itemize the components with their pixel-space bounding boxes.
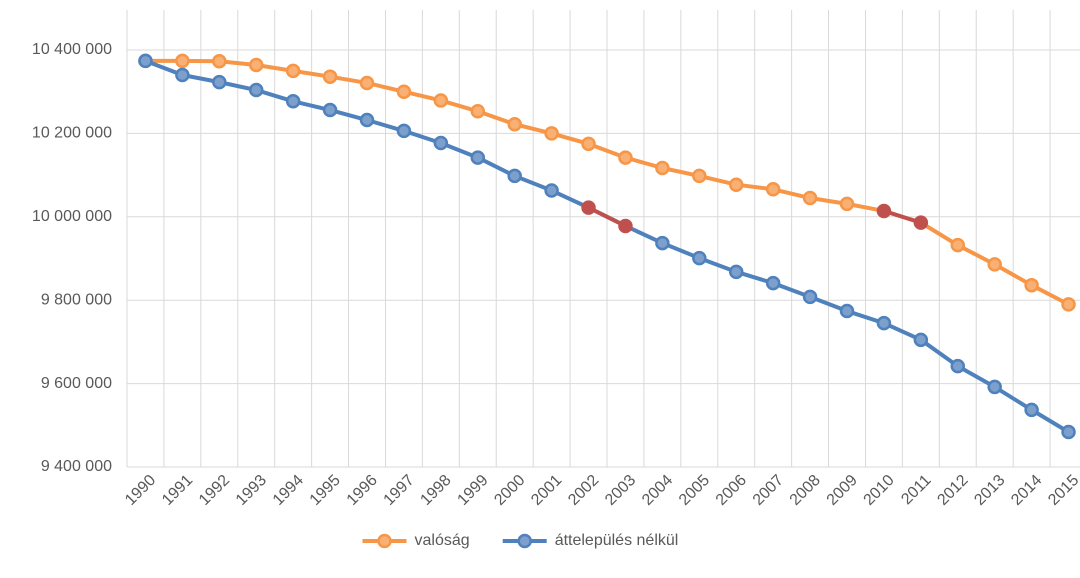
marker (322, 69, 338, 84)
marker (248, 57, 264, 73)
marker (359, 112, 375, 128)
marker (581, 136, 596, 152)
marker (765, 182, 781, 197)
marker (839, 303, 855, 319)
x-tick-label: 1992 (196, 472, 233, 509)
x-tick-label: 2010 (861, 472, 898, 509)
x-tick-label: 1994 (270, 472, 307, 509)
x-tick-label: 2011 (898, 472, 934, 508)
x-tick-label: 2008 (787, 472, 824, 509)
marker (212, 54, 227, 69)
marker (655, 160, 670, 176)
marker (470, 104, 486, 119)
x-tick-label: 1990 (122, 472, 159, 509)
marker (876, 315, 892, 331)
legend-label: valóság (415, 532, 470, 549)
x-tick-label: 2001 (528, 472, 565, 509)
x-tick-label: 2009 (824, 472, 861, 509)
marker (1024, 277, 1039, 293)
y-tick-label: 9 400 000 (41, 458, 112, 475)
x-tick-label: 1993 (233, 472, 270, 509)
x-tick-label: 1995 (307, 472, 344, 509)
marker (1061, 424, 1076, 440)
marker (765, 275, 781, 291)
marker (802, 190, 818, 206)
x-tick-label: 2004 (639, 472, 676, 509)
marker (396, 123, 412, 139)
marker (618, 218, 633, 234)
marker (507, 168, 522, 184)
marker (212, 74, 227, 90)
marker (1061, 297, 1076, 312)
marker (987, 379, 1002, 395)
y-tick-label: 10 200 000 (32, 125, 112, 142)
y-tick-label: 10 000 000 (32, 208, 112, 225)
x-tick-label: 2012 (934, 472, 971, 509)
marker (285, 94, 301, 109)
x-tick-label: 2007 (750, 472, 787, 509)
marker (175, 67, 190, 83)
marker (950, 358, 966, 374)
y-tick-label: 10 400 000 (32, 41, 112, 58)
legend-marker (517, 533, 532, 549)
marker (1024, 402, 1039, 418)
marker (433, 93, 449, 108)
y-tick-label: 9 800 000 (41, 291, 112, 308)
marker (692, 250, 707, 266)
marker (692, 168, 707, 184)
marker (987, 257, 1002, 272)
x-tick-label: 1991 (159, 472, 196, 509)
marker (138, 53, 153, 69)
marker (507, 116, 522, 132)
marker (175, 53, 190, 69)
x-tick-label: 2003 (602, 472, 639, 509)
marker (581, 200, 596, 215)
x-tick-label: 1997 (381, 472, 418, 509)
marker (802, 289, 818, 305)
marker (396, 84, 412, 99)
x-tick-label: 1999 (454, 472, 491, 509)
x-tick-label: 2000 (491, 472, 528, 509)
x-tick-label: 2014 (1008, 472, 1045, 509)
x-tick-label: 2015 (1045, 472, 1080, 509)
marker (950, 237, 966, 253)
marker (248, 82, 264, 98)
x-tick-label: 1998 (417, 472, 454, 509)
x-tick-label: 2002 (565, 472, 602, 509)
x-tick-label: 2005 (676, 472, 713, 509)
legend-label: áttelepülés nélkül (555, 532, 679, 549)
marker (285, 63, 301, 79)
marker (433, 135, 449, 151)
marker (728, 177, 744, 192)
marker (728, 264, 744, 280)
marker (839, 196, 855, 212)
marker (544, 126, 559, 141)
marker (913, 332, 929, 348)
marker (470, 150, 486, 165)
marker (618, 150, 633, 165)
legend-marker (377, 533, 392, 549)
x-tick-label: 2013 (971, 472, 1008, 509)
marker (359, 75, 375, 91)
y-tick-label: 9 600 000 (41, 375, 112, 392)
marker (544, 183, 559, 198)
x-tick-label: 1996 (344, 472, 381, 509)
marker (876, 203, 892, 219)
marker (655, 235, 670, 251)
marker (322, 102, 338, 118)
x-tick-label: 2006 (713, 472, 750, 509)
marker (913, 215, 929, 230)
